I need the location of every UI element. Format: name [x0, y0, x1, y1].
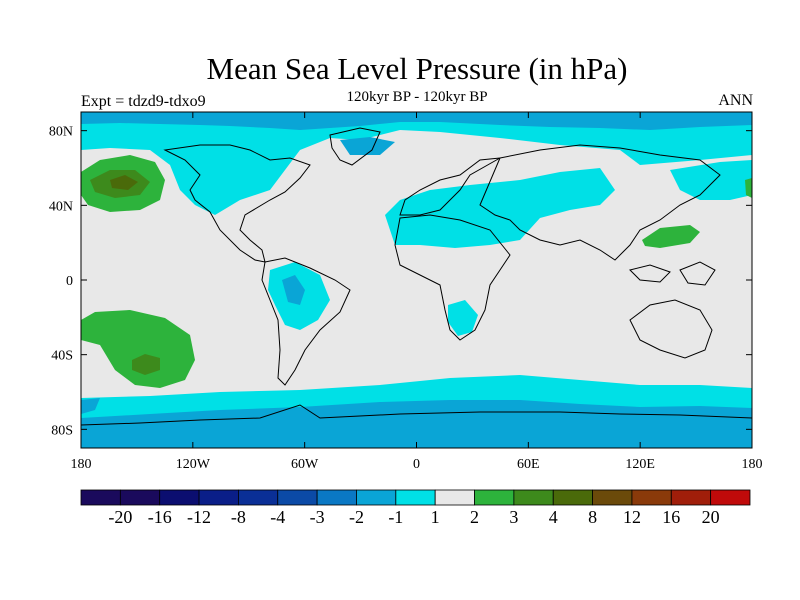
africa-coast: [394, 214, 511, 341]
colorbar-swatch: [356, 489, 397, 506]
map-field: [81, 112, 752, 448]
colorbar-swatch: [592, 489, 633, 506]
southern-africa-low-shape: [448, 300, 478, 336]
colorbar-swatch: [395, 489, 436, 506]
colorbar-swatch: [670, 489, 712, 506]
x-tick-label: 60E: [517, 457, 540, 472]
colorbar-swatch: [552, 489, 593, 506]
maritime-islands: [629, 261, 716, 286]
colorbar-swatch: [316, 489, 357, 506]
colorbar-label: 2: [470, 507, 479, 527]
australia-coast: [629, 299, 713, 359]
colorbar-swatch: [513, 489, 554, 506]
colorbar-label: -1: [388, 507, 403, 527]
southwest-wedge-shape: [81, 398, 100, 414]
west-pacific-high-shape: [642, 225, 700, 248]
colorbar-label: -12: [187, 507, 211, 527]
x-tick-label: 180: [742, 457, 763, 472]
colorbar: -20 -16 -12 -8 -4 -3 -2 -1 1 2 3 4 8 12 16 20: [80, 489, 751, 527]
southern-ocean-belt-shape: [81, 400, 752, 448]
x-tick-label: 120E: [625, 457, 655, 472]
colorbar-swatch: [119, 489, 161, 506]
arctic-band-shape: [81, 112, 752, 215]
south-america-coast: [261, 257, 351, 386]
colorbar-label: -8: [231, 507, 246, 527]
colorbar-label: 4: [549, 507, 558, 527]
arctic-blob-shape: [340, 137, 395, 155]
y-tick-label: 80N: [49, 125, 73, 140]
north-pacific-high-peak-shape: [110, 175, 138, 190]
x-tick-label: 180: [71, 457, 92, 472]
colorbar-label: 12: [623, 507, 641, 527]
colorbar-swatch: [277, 489, 318, 506]
colorbar-swatch: [434, 489, 475, 506]
axis-ticks: 180 120W 60W 0 60E 120E 180 80N 40N 0 40S 80S: [49, 112, 763, 472]
y-tick-label: 0: [66, 274, 73, 289]
asia-northeast-shape: [670, 160, 752, 200]
colorbar-label: 3: [509, 507, 518, 527]
y-tick-label: 40S: [51, 349, 73, 364]
greenland-coast: [329, 127, 381, 166]
colorbar-label: 8: [588, 507, 597, 527]
colorbar-label: -4: [270, 507, 285, 527]
colorbar-swatch: [631, 489, 672, 506]
asia-coast: [479, 144, 721, 261]
north-america-coast: [163, 144, 311, 263]
x-tick-label: 60W: [291, 457, 319, 472]
y-tick-label: 80S: [51, 423, 73, 438]
colorbar-label: -16: [148, 507, 172, 527]
colorbar-swatch: [198, 489, 239, 506]
experiment-label: Expt = tdzd9-tdxo9: [81, 93, 206, 110]
y-tick-label: 40N: [49, 199, 73, 214]
colorbar-label: -2: [349, 507, 364, 527]
colorbar-label: 20: [702, 507, 720, 527]
coastlines: [81, 127, 752, 426]
south-pacific-high-core-shape: [132, 354, 160, 375]
arctic-core-shape: [81, 112, 752, 130]
colorbar-label: -20: [108, 507, 132, 527]
south-america-core-shape: [282, 275, 305, 305]
colorbar-label: 1: [431, 507, 440, 527]
chart-subtitle: 120kyr BP - 120kyr BP: [346, 89, 488, 105]
colorbar-swatch: [159, 489, 200, 506]
chart-title: Mean Sea Level Pressure (in hPa): [206, 51, 628, 86]
colorbar-label: 16: [662, 507, 680, 527]
x-tick-label: 120W: [176, 457, 211, 472]
eurasia-band-shape: [385, 168, 615, 248]
colorbar-swatch: [474, 489, 515, 506]
colorbar-swatch: [80, 489, 121, 506]
colorbar-swatch: [710, 489, 751, 506]
colorbar-label: -3: [310, 507, 325, 527]
east-edge-high-shape: [745, 178, 752, 198]
south-pacific-high-shape: [81, 310, 195, 388]
season-label: ANN: [718, 92, 753, 109]
colorbar-swatch: [238, 489, 279, 506]
x-tick-label: 0: [413, 457, 420, 472]
antarctica-coast: [81, 404, 752, 426]
